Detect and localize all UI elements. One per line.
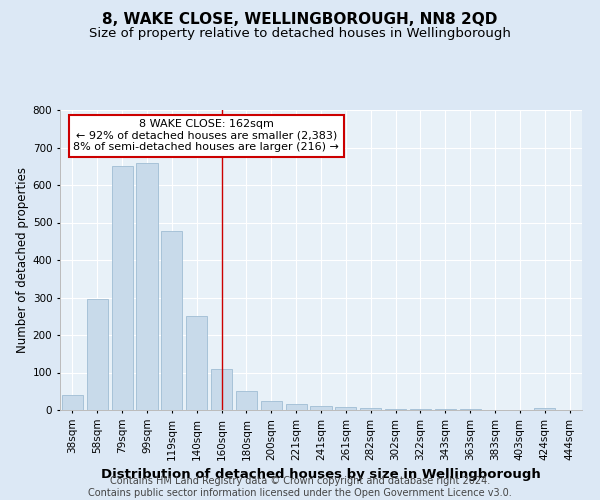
- Bar: [112, 166, 133, 410]
- Y-axis label: Number of detached properties: Number of detached properties: [16, 167, 29, 353]
- Bar: [360, 408, 381, 410]
- Bar: [460, 409, 481, 410]
- Text: 8 WAKE CLOSE: 162sqm
← 92% of detached houses are smaller (2,383)
8% of semi-det: 8 WAKE CLOSE: 162sqm ← 92% of detached h…: [73, 119, 339, 152]
- Bar: [335, 407, 356, 410]
- Text: Contains HM Land Registry data © Crown copyright and database right 2024.
Contai: Contains HM Land Registry data © Crown c…: [88, 476, 512, 498]
- Bar: [385, 408, 406, 410]
- Bar: [136, 162, 158, 410]
- Bar: [286, 404, 307, 410]
- Bar: [435, 409, 456, 410]
- Bar: [161, 231, 182, 410]
- Bar: [310, 406, 332, 410]
- Text: 8, WAKE CLOSE, WELLINGBOROUGH, NN8 2QD: 8, WAKE CLOSE, WELLINGBOROUGH, NN8 2QD: [103, 12, 497, 28]
- Bar: [410, 409, 431, 410]
- Bar: [186, 316, 207, 410]
- Bar: [261, 400, 282, 410]
- Bar: [62, 395, 83, 410]
- Text: Size of property relative to detached houses in Wellingborough: Size of property relative to detached ho…: [89, 28, 511, 40]
- Bar: [534, 408, 555, 410]
- Bar: [236, 391, 257, 410]
- X-axis label: Distribution of detached houses by size in Wellingborough: Distribution of detached houses by size …: [101, 468, 541, 481]
- Bar: [211, 369, 232, 410]
- Bar: [87, 300, 108, 410]
